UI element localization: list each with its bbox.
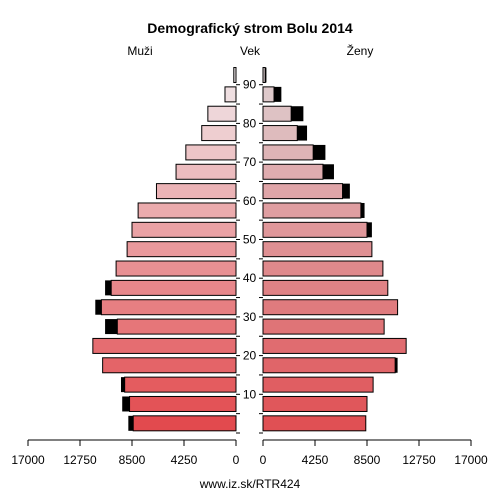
female-bar-0-4 (262, 415, 367, 432)
age-tick-label: 20 (243, 349, 257, 363)
female-excess-80-84 (291, 106, 304, 122)
male-excess-0-4 (128, 415, 134, 431)
x-tick-label-male: 12750 (63, 453, 97, 467)
x-tick-label-female: 12750 (402, 453, 436, 467)
age-tick-label: 10 (243, 387, 257, 401)
female-bar-60-64 (262, 183, 344, 200)
female-excess-70-74 (313, 144, 326, 160)
female-bar-20-24 (262, 337, 407, 354)
female-excess-90+ (265, 67, 267, 83)
age-axis: 10 20 30 40 50 60 70 80 90 (236, 78, 263, 434)
female-bar-70-74 (262, 144, 314, 161)
female-bar-40-44 (262, 260, 384, 277)
female-bar-85-89 (262, 86, 275, 103)
female-excess-85-89 (274, 86, 282, 102)
male-bar-70-74 (185, 144, 237, 161)
male-bar-55-59 (137, 202, 237, 219)
female-excess-50-54 (367, 222, 372, 238)
female-bar-50-54 (262, 221, 368, 238)
x-tick-label-male: 17000 (11, 453, 45, 467)
x-tick-label-female: 0 (260, 453, 267, 467)
male-bars (92, 67, 237, 432)
x-tick-label-male: 4250 (171, 453, 198, 467)
male-bar-80-84 (207, 105, 237, 122)
female-excess-55-59 (360, 202, 365, 218)
age-tick-label: 80 (243, 116, 257, 130)
male-excess-30-34 (95, 299, 102, 315)
x-tick-label-female: 17000 (454, 453, 488, 467)
male-bar-50-54 (131, 221, 237, 238)
x-axis-male: 17000 12750 8500 4250 0 (11, 439, 240, 467)
x-tick-label-male: 8500 (119, 453, 146, 467)
female-bar-75-79 (262, 125, 298, 142)
female-bar-10-14 (262, 376, 374, 393)
male-bar-65-69 (175, 163, 237, 180)
male-bar-5-9 (129, 395, 237, 412)
male-excess-10-14 (120, 377, 125, 393)
female-excess-65-69 (322, 164, 334, 180)
male-bar-0-4 (132, 415, 237, 432)
male-bar-20-24 (92, 337, 237, 354)
male-bar-90+ (233, 67, 237, 84)
male-excess-35-39 (105, 280, 112, 296)
male-bar-10-14 (124, 376, 237, 393)
female-bar-80-84 (262, 105, 292, 122)
footer-source: www.iz.sk/RTR424 (199, 477, 301, 491)
female-bar-5-9 (262, 395, 368, 412)
female-excess-60-64 (342, 183, 350, 199)
female-bar-45-49 (262, 241, 373, 258)
female-label: Ženy (347, 43, 374, 58)
male-bar-15-19 (102, 357, 237, 374)
male-bar-25-29 (116, 318, 237, 335)
male-bar-85-89 (224, 86, 237, 103)
age-tick-label: 90 (243, 78, 257, 92)
female-bar-15-19 (262, 357, 396, 374)
male-bar-30-34 (100, 299, 237, 316)
female-bar-25-29 (262, 318, 385, 335)
x-tick-label-male: 0 (233, 453, 240, 467)
male-bar-75-79 (201, 125, 237, 142)
age-tick-label: 60 (243, 194, 257, 208)
female-bar-65-69 (262, 163, 324, 180)
age-label: Vek (240, 44, 261, 58)
female-bar-30-34 (262, 299, 399, 316)
male-bar-35-39 (110, 279, 237, 296)
female-bar-55-59 (262, 202, 362, 219)
female-excess-15-19 (395, 357, 398, 373)
age-tick-label: 40 (243, 271, 257, 285)
male-bar-60-64 (155, 183, 237, 200)
age-tick-label: 70 (243, 155, 257, 169)
x-axis-female: 0 4250 8500 12750 17000 (260, 439, 488, 467)
x-tick-label-female: 8500 (354, 453, 381, 467)
x-tick-label-female: 4250 (302, 453, 329, 467)
male-bar-45-49 (126, 241, 237, 258)
female-excess-75-79 (297, 125, 308, 141)
male-label: Muži (127, 44, 152, 58)
female-bar-90+ (262, 67, 266, 84)
female-bar-35-39 (262, 279, 389, 296)
male-excess-5-9 (122, 396, 130, 412)
chart-title: Demografický strom Bolu 2014 (147, 20, 353, 36)
age-tick-label: 50 (243, 233, 257, 247)
male-bar-40-44 (115, 260, 237, 277)
female-bars (262, 67, 407, 432)
male-excess-25-29 (105, 319, 118, 335)
age-tick-label: 30 (243, 310, 257, 324)
